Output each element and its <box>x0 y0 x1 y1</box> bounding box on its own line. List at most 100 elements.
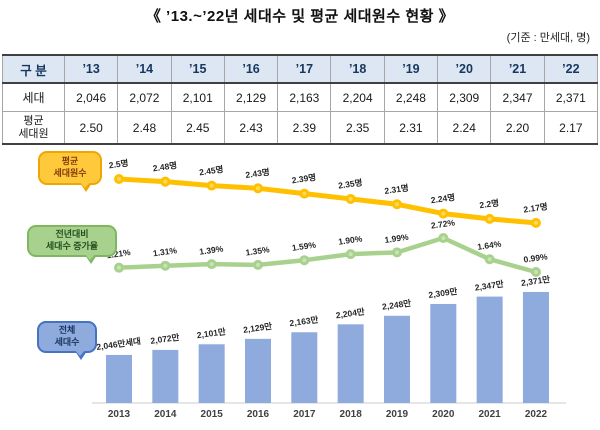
callout-label-line: 세대수 <box>54 337 80 347</box>
table-row-label: 평균 세대원 <box>2 111 65 145</box>
table-row-label: 세대 <box>2 82 65 112</box>
table-cell: 2.50 <box>63 111 119 145</box>
x-axis-tick-label: 2022 <box>525 409 548 420</box>
bar <box>198 344 225 403</box>
line-marker-center <box>302 258 307 263</box>
table-header-cell: ’21 <box>490 54 545 84</box>
table-cell: 2,129 <box>223 82 279 112</box>
callout-tail-fill <box>84 253 96 260</box>
data-label: 2,046만세대 <box>96 336 142 352</box>
data-label: 2.39명 <box>291 172 317 185</box>
data-label: 2,248만 <box>381 298 411 312</box>
line-series-growth-rate: 1.21% 1.31% 1.39% 1.35% 1.59% 1.90% 1.99%2.72%… <box>106 217 549 277</box>
line-marker-center <box>163 179 168 184</box>
data-label: 2.24명 <box>430 192 456 205</box>
data-label: 0.99% <box>523 251 549 264</box>
data-label: 2.31명 <box>384 183 410 196</box>
line-marker-center <box>394 202 399 207</box>
data-label: 1.39% <box>199 243 225 256</box>
data-label: 2,163만 <box>289 314 319 328</box>
table-cell: 2.24 <box>437 111 492 145</box>
data-label: 2,347만 <box>474 279 504 293</box>
table-cell: 2,163 <box>277 82 332 112</box>
data-label: 2,309만 <box>428 286 458 300</box>
table-corner-label: 구 분 <box>2 54 65 84</box>
line-marker-center <box>348 196 353 201</box>
line-path <box>116 176 539 226</box>
data-label: 2.72% <box>430 217 456 230</box>
x-axis-tick-label: 2013 <box>108 409 131 420</box>
series-callout-growth_rate: 전년대비 세대수 증가율 <box>27 225 117 264</box>
callout-label-line: 평균 <box>61 156 79 167</box>
line-marker-center <box>394 250 399 255</box>
line-marker-center <box>163 263 168 268</box>
table-header-cell: ’20 <box>437 54 492 84</box>
data-label: 2.2명 <box>479 198 500 211</box>
x-axis-tick-label: 2021 <box>479 409 502 420</box>
table-cell: 2,101 <box>170 82 225 112</box>
table-header-cell: ’22 <box>543 54 599 84</box>
table-cell: 2,347 <box>490 82 545 112</box>
data-label: 2,204만 <box>335 306 365 320</box>
table-cell: 2.20 <box>490 111 545 145</box>
bar <box>430 303 457 403</box>
callout-label-line: 세대원수 <box>53 168 87 178</box>
table-header-cell: ’19 <box>383 54 439 84</box>
data-label: 2,371만 <box>520 274 550 288</box>
data-label: 2,129만 <box>242 321 272 335</box>
data-label: 2.17명 <box>523 201 549 214</box>
x-axis-tick-label: 2016 <box>247 409 270 420</box>
x-axis-tick-label: 2018 <box>340 409 363 420</box>
callout-tail-fill <box>79 181 91 188</box>
callout-label-line: 전체 <box>58 325 76 336</box>
data-label: 1.90% <box>338 233 364 246</box>
bar <box>152 349 179 403</box>
table-cell: 2.35 <box>330 111 385 145</box>
data-label: 1.99% <box>384 232 410 245</box>
line-path <box>116 235 539 275</box>
bar <box>383 315 410 403</box>
line-marker-center <box>441 211 446 216</box>
line-marker-center <box>441 236 446 241</box>
callout-label-line: 전년대비 <box>55 229 89 240</box>
table-cell: 2,072 <box>117 82 172 112</box>
table-header-cell: ’13 <box>63 54 119 84</box>
line-marker-center <box>209 262 214 267</box>
table-cell: 2,371 <box>543 82 599 112</box>
table-cell: 2,046 <box>63 82 119 112</box>
data-label: 2.5명 <box>108 158 129 171</box>
x-axis-tick-label: 2017 <box>293 409 316 420</box>
table-cell: 2.45 <box>170 111 225 145</box>
data-table: 구 분 ’13’14’15’16’17’18’19’20’21’22 세대 2,046… <box>2 54 599 145</box>
data-label: 2,072만 <box>150 332 180 346</box>
x-axis-tick-label: 2015 <box>201 409 224 420</box>
table-header-cell: ’17 <box>277 54 332 84</box>
table-header-cell: ’18 <box>330 54 385 84</box>
line-marker-center <box>533 269 538 274</box>
x-axis-tick-label: 2014 <box>154 409 177 420</box>
combo-chart: 2,046만세대 2013 2,072만 2014 2,101만 2015 2,129만 20… <box>92 158 566 420</box>
data-label: 1.59% <box>291 240 317 253</box>
table-cell: 2.39 <box>277 111 332 145</box>
data-label: 1.35% <box>245 244 271 257</box>
bar <box>106 354 132 403</box>
bar <box>522 291 549 403</box>
line-marker-center <box>533 220 538 225</box>
line-marker-center <box>117 177 121 181</box>
table-cell: 2,248 <box>383 82 439 112</box>
table-header-cell: ’16 <box>223 54 279 84</box>
callout-label-line: 세대수 증가율 <box>45 241 99 251</box>
line-marker-center <box>348 252 353 257</box>
unit-note: (기준 : 만세대, 명) <box>506 32 590 44</box>
data-label: 1.64% <box>477 239 503 252</box>
line-marker-center <box>487 257 492 262</box>
table-cell: 2.31 <box>383 111 439 145</box>
data-label: 2.45명 <box>198 164 224 177</box>
table-header-cell: ’15 <box>170 54 225 84</box>
line-marker-center <box>302 191 307 196</box>
data-label: 1.31% <box>152 245 178 258</box>
data-label: 2.35명 <box>337 177 363 190</box>
page-title: 《 ’13.~’22년 세대수 및 평균 세대원수 현황 》 <box>145 8 455 25</box>
table-row: 평균 세대원 2.50 2.48 2.45 2.43 2.39 2.35 2.31 2.24 2.2… <box>2 111 599 145</box>
